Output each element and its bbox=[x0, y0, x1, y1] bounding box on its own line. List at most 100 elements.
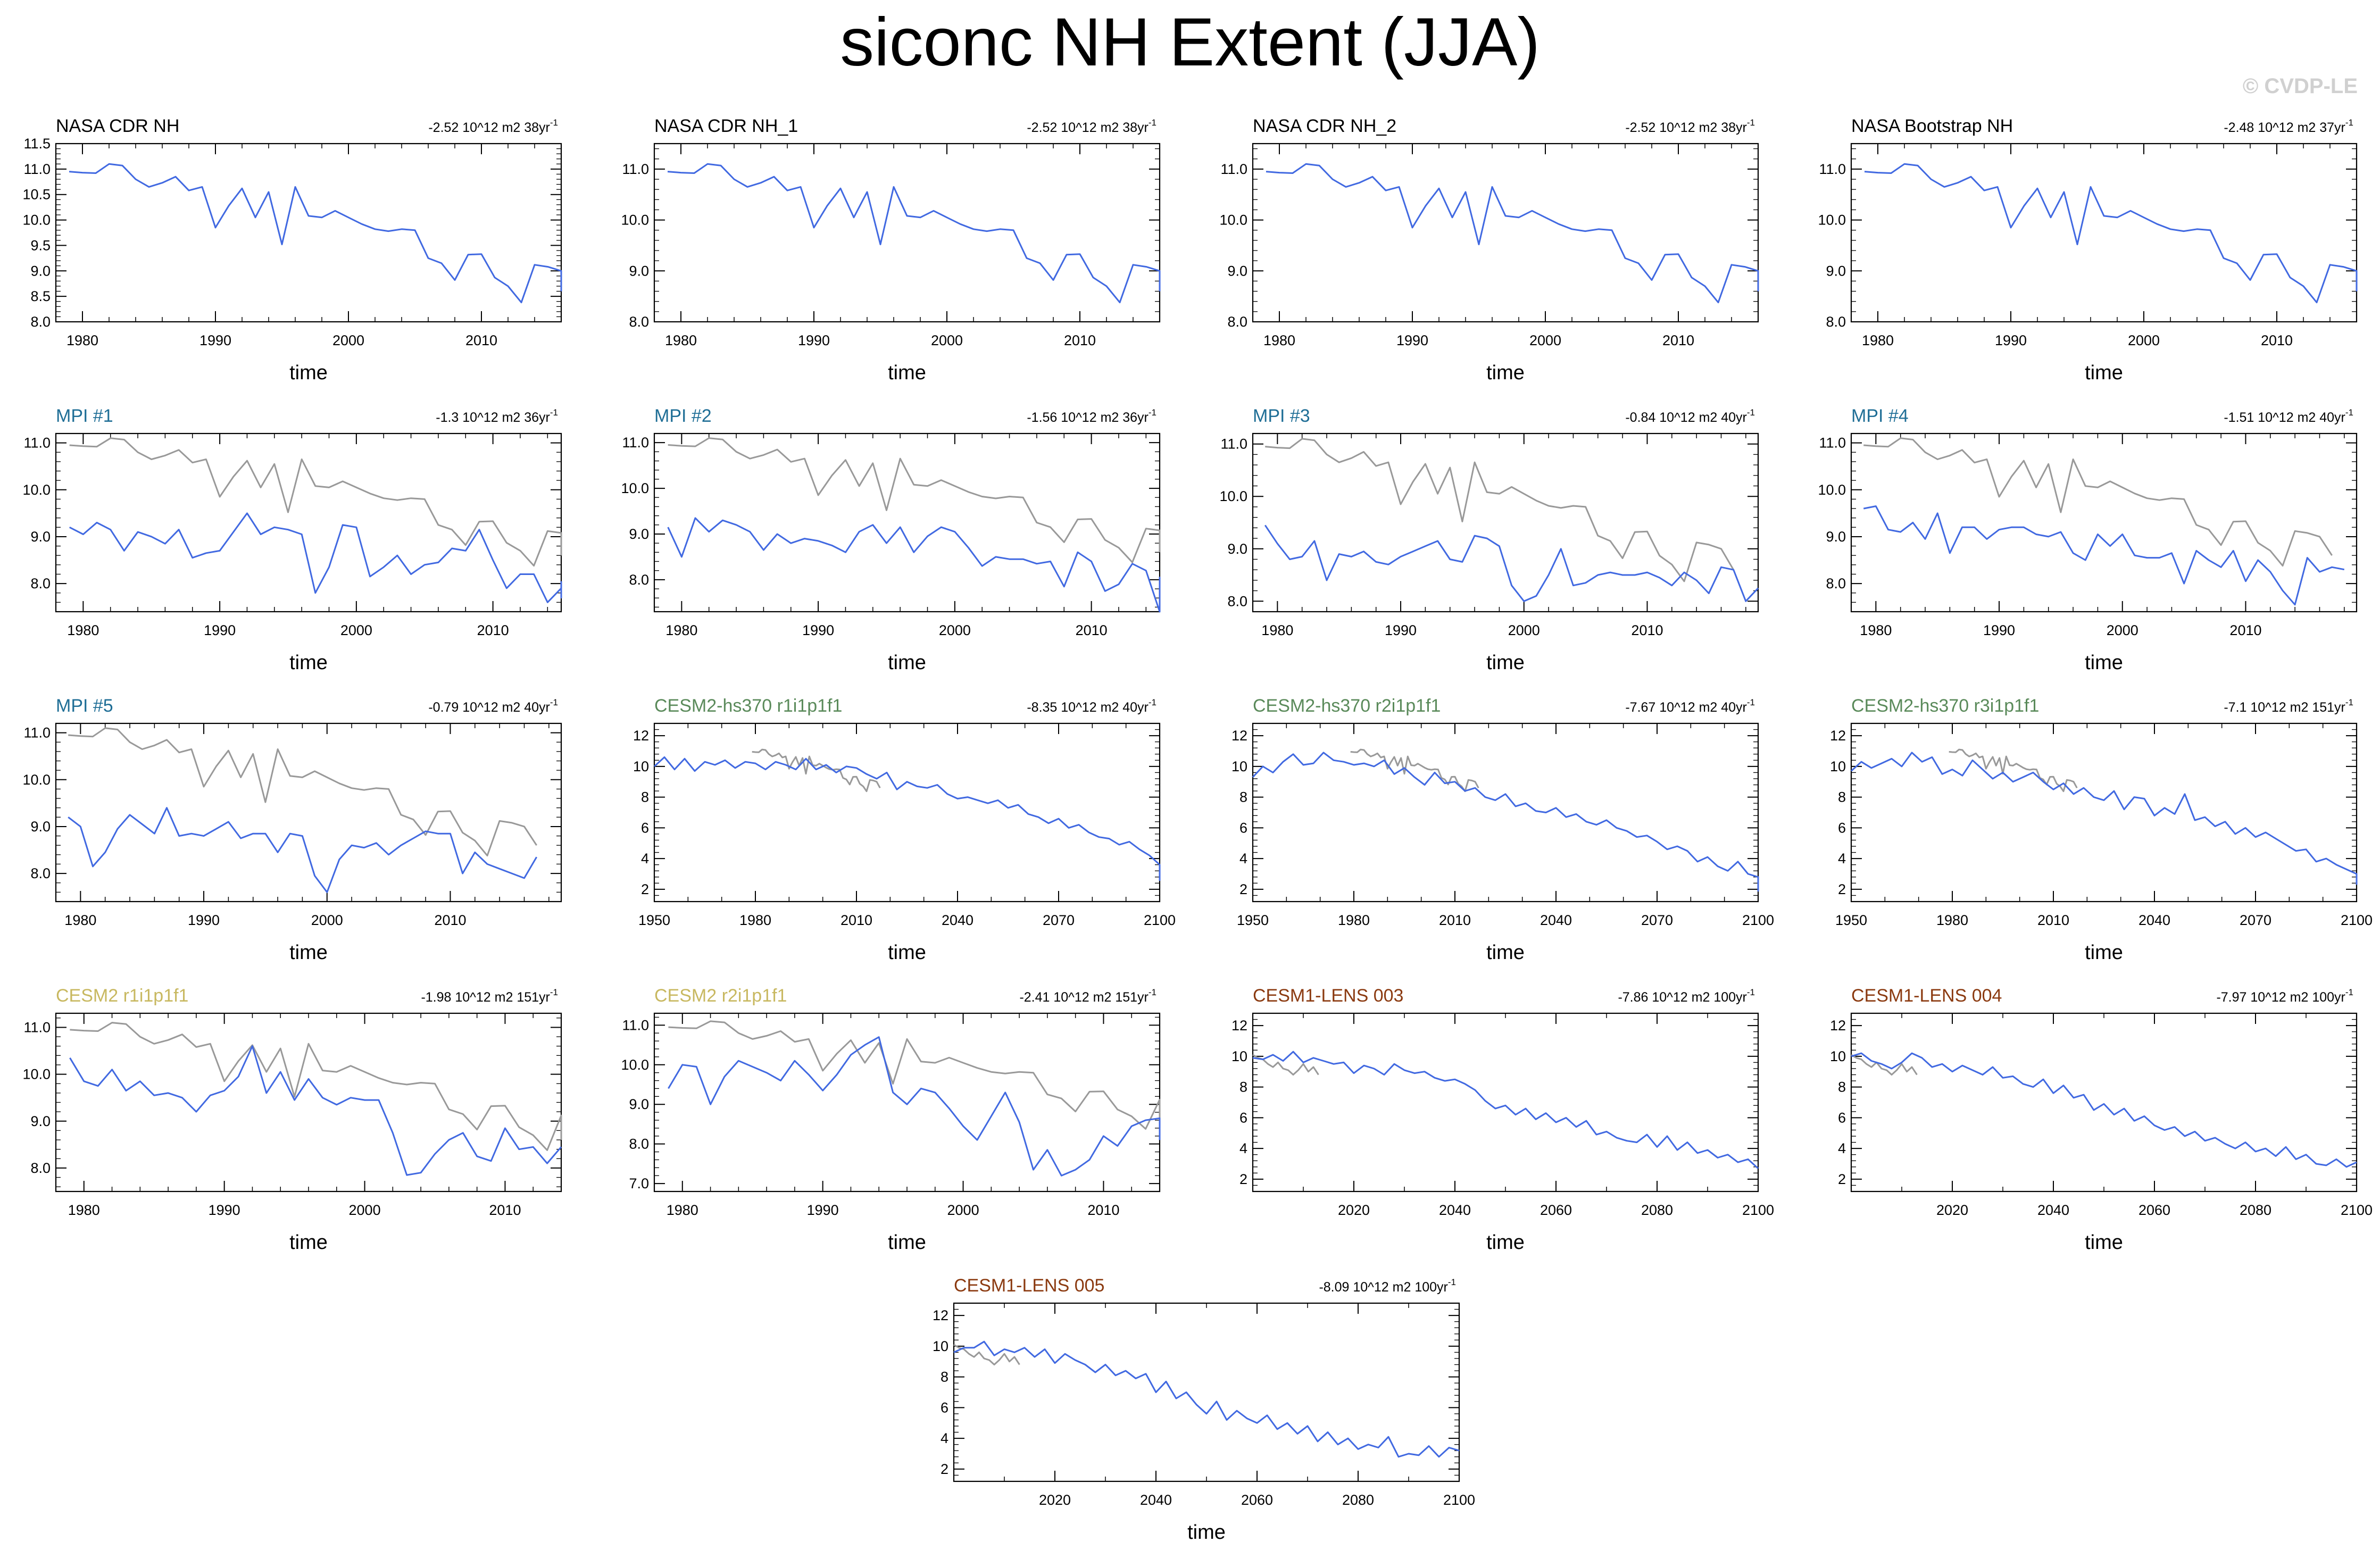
series-line-model bbox=[1864, 163, 2358, 304]
y-tick-label: 9.5 bbox=[30, 237, 51, 253]
panel-9: MPI #5 -0.79 10^12 m2 40yr-1 1980 1990 2000 2… bbox=[22, 696, 562, 964]
x-axis-title: time bbox=[289, 941, 328, 964]
panel-16: CESM1-LENS 004 -7.97 10^12 m2 100yr-1 2020… bbox=[1830, 986, 2373, 1254]
y-tick-label: 8.0 bbox=[1227, 314, 1247, 330]
panel-title: CESM2-hs370 r1i1p1f1 bbox=[654, 696, 842, 716]
series-line-model bbox=[1863, 505, 2345, 606]
y-tick-label: 11.0 bbox=[1220, 436, 1247, 452]
panel-trend: -2.41 10^12 m2 151yr-1 bbox=[1019, 987, 1156, 1005]
y-minor-ticks bbox=[654, 723, 1160, 902]
x-tick-label: 2070 bbox=[2240, 912, 2271, 928]
x-tick-label: 2040 bbox=[1439, 1202, 1471, 1218]
x-minor-ticks bbox=[55, 723, 550, 902]
y-tick-label: 11.0 bbox=[23, 161, 51, 177]
x-tick-label: 2000 bbox=[1508, 622, 1540, 638]
panel-trend: -7.67 10^12 m2 40yr-1 bbox=[1625, 697, 1755, 715]
series-line-model bbox=[68, 807, 537, 893]
x-tick-label: 2010 bbox=[2229, 622, 2261, 638]
y-tick-label: 8.0 bbox=[30, 865, 51, 881]
x-tick-label: 1980 bbox=[667, 1202, 698, 1218]
x-tick-label: 2060 bbox=[2138, 1202, 2170, 1218]
y-tick-label: 9.0 bbox=[1227, 541, 1247, 557]
series-line-observed bbox=[69, 437, 562, 567]
x-tick-label: 2020 bbox=[1936, 1202, 1968, 1218]
y-tick-label: 6 bbox=[1239, 820, 1247, 836]
panel-frame bbox=[55, 722, 562, 903]
y-tick-label: 8 bbox=[1838, 789, 1846, 805]
panel-frame bbox=[653, 143, 1161, 323]
y-tick-label: 9.0 bbox=[629, 263, 649, 279]
y-minor-ticks bbox=[56, 1018, 561, 1187]
series-line-model bbox=[1252, 1051, 1759, 1169]
x-axis-title: time bbox=[2085, 362, 2123, 384]
y-minor-ticks bbox=[56, 143, 561, 322]
y-tick-label: 9.0 bbox=[30, 819, 51, 835]
x-tick-label: 1980 bbox=[67, 622, 99, 638]
panel-title: MPI #1 bbox=[56, 406, 113, 426]
series-line-observed bbox=[1949, 748, 2078, 793]
panel-trend: -1.98 10^12 m2 151yr-1 bbox=[421, 987, 558, 1005]
y-tick-label: 9.0 bbox=[30, 529, 51, 545]
series-line-observed bbox=[953, 1344, 1020, 1365]
panel-trend: -8.35 10^12 m2 40yr-1 bbox=[1027, 697, 1156, 715]
x-axis-title: time bbox=[289, 652, 328, 674]
y-tick-label: 10.0 bbox=[22, 212, 51, 228]
y-tick-label: 8.0 bbox=[1227, 593, 1247, 609]
y-minor-ticks bbox=[1253, 1013, 1758, 1192]
series-line-model bbox=[667, 163, 1161, 304]
panel-trend: -0.79 10^12 m2 40yr-1 bbox=[428, 697, 558, 715]
panel-title: CESM1-LENS 003 bbox=[1253, 986, 1403, 1006]
y-minor-ticks bbox=[1851, 723, 2357, 902]
series-line-model bbox=[69, 512, 562, 603]
y-tick-label: 8 bbox=[1239, 1079, 1247, 1095]
x-tick-label: 1990 bbox=[209, 1202, 240, 1218]
x-axis-title: time bbox=[1486, 941, 1525, 964]
panel-frame bbox=[953, 1302, 1460, 1482]
y-tick-label: 11.0 bbox=[1220, 161, 1247, 177]
x-tick-label: 2040 bbox=[2037, 1202, 2069, 1218]
x-tick-label: 1980 bbox=[1860, 622, 1892, 638]
x-tick-label: 2100 bbox=[1443, 1492, 1475, 1508]
y-tick-label: 4 bbox=[1838, 1140, 1846, 1156]
y-tick-label: 8.0 bbox=[1826, 576, 1846, 591]
x-minor-ticks bbox=[1851, 1013, 2357, 1191]
x-tick-label: 2100 bbox=[1742, 912, 1774, 928]
y-tick-label: 11.0 bbox=[622, 435, 649, 451]
x-tick-label: 2070 bbox=[1043, 912, 1075, 928]
panel-frame bbox=[653, 722, 1161, 903]
x-tick-label: 2000 bbox=[349, 1202, 381, 1218]
series-line-model bbox=[953, 1340, 1460, 1458]
x-axis-title: time bbox=[289, 1231, 328, 1254]
x-tick-label: 2010 bbox=[1439, 912, 1471, 928]
panel-title: MPI #5 bbox=[56, 696, 113, 716]
y-minor-ticks bbox=[954, 1303, 1459, 1482]
y-tick-label: 10.0 bbox=[22, 1066, 51, 1082]
y-tick-label: 12 bbox=[1830, 1018, 1846, 1033]
x-axis-title: time bbox=[888, 941, 926, 964]
panel-7: MPI #3 -0.84 10^12 m2 40yr-1 1980 1990 2000 2… bbox=[1219, 406, 1759, 674]
y-tick-label: 10.5 bbox=[22, 187, 51, 203]
y-tick-label: 8.0 bbox=[30, 576, 51, 591]
panel-title: CESM1-LENS 005 bbox=[954, 1276, 1104, 1296]
x-tick-label: 2010 bbox=[434, 912, 466, 928]
x-axis-title: time bbox=[888, 1231, 926, 1254]
y-tick-label: 9.0 bbox=[629, 1096, 649, 1112]
y-minor-ticks bbox=[1253, 148, 1758, 322]
y-tick-label: 10 bbox=[633, 759, 649, 774]
x-axis-title: time bbox=[2085, 652, 2123, 674]
y-tick-label: 8.0 bbox=[30, 314, 51, 330]
y-tick-label: 11.0 bbox=[1819, 161, 1846, 177]
y-tick-label: 8.0 bbox=[629, 314, 649, 330]
y-tick-label: 7.0 bbox=[629, 1176, 649, 1191]
panel-trend: -1.56 10^12 m2 36yr-1 bbox=[1027, 407, 1156, 425]
y-tick-label: 9.0 bbox=[30, 1113, 51, 1129]
panel-frame bbox=[1850, 722, 2358, 903]
x-tick-label: 1980 bbox=[68, 1202, 100, 1218]
panel-2: NASA CDR NH_1 -2.52 10^12 m2 38yr-1 1980 19… bbox=[621, 116, 1161, 384]
series-line-model bbox=[1266, 163, 1759, 304]
y-tick-label: 2 bbox=[641, 881, 649, 897]
series-line-observed bbox=[1265, 438, 1734, 582]
panel-trend: -7.1 10^12 m2 151yr-1 bbox=[2224, 697, 2353, 715]
series-line-model bbox=[1252, 752, 1759, 892]
x-tick-label: 2080 bbox=[1641, 1202, 1673, 1218]
